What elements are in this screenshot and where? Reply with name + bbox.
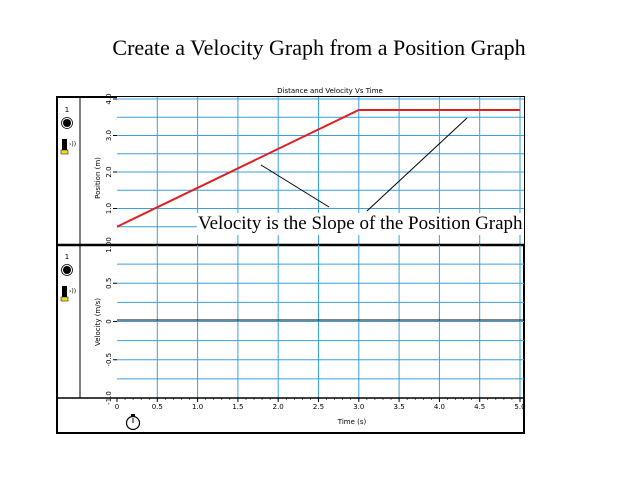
velocity-y-label: Velocity (m/s)	[94, 298, 102, 346]
x-tick-label: 1.0	[192, 403, 203, 411]
stopwatch-face	[125, 415, 141, 431]
sensor-led-2	[60, 296, 69, 302]
stopwatch-crown	[131, 414, 135, 416]
slope-annotation: Velocity is the Slope of the Position Gr…	[197, 213, 524, 235]
position-y-label: Position (m)	[94, 157, 102, 199]
position-y-tick-label: 1.0	[105, 203, 113, 214]
sensor-led	[60, 149, 69, 155]
x-tick-label: 4.0	[434, 403, 445, 411]
x-tick-label: 3.5	[394, 403, 405, 411]
velocity-y-tick-label: 0	[105, 319, 113, 323]
x-tick-label: 2.5	[313, 403, 324, 411]
sensor-waves-2: ›))	[69, 288, 76, 295]
velocity-panel: -1.0-0.500.51.00 Velocity (m/s) 1 ›))	[60, 237, 524, 405]
x-tick-label: 0	[115, 403, 119, 411]
position-y-tick-label: 4.0	[105, 93, 113, 104]
sensor-body	[62, 139, 67, 153]
sensor-body-2	[62, 286, 67, 300]
record-indicator-icon[interactable]	[63, 119, 71, 127]
x-tick-label: 3.0	[353, 403, 364, 411]
velocity-grid	[117, 245, 524, 398]
velocity-y-tick-label: 1.00	[105, 237, 113, 253]
record-indicator-icon-2[interactable]	[63, 266, 71, 274]
slide-title: Create a Velocity Graph from a Position …	[112, 35, 526, 60]
x-tick-label: 2.0	[273, 403, 284, 411]
record-indicator-ring-2	[61, 264, 73, 276]
velocity-y-tick-label: -0.5	[105, 353, 113, 367]
sensor-waves: ›))	[69, 141, 76, 148]
velocity-y-tick-label: 0.5	[105, 278, 113, 289]
x-tick-label: 0.5	[152, 403, 163, 411]
x-tick-label: 4.5	[474, 403, 485, 411]
stopwatch-icon[interactable]	[125, 414, 141, 431]
sensor-icon-2[interactable]: ›))	[60, 286, 76, 302]
position-y-ticks: 1.0 2.0 3.0 4.0	[105, 93, 117, 214]
sensor-icon[interactable]: ›))	[60, 139, 76, 155]
position-y-tick-label: 3.0	[105, 130, 113, 141]
x-tick-label: 1.5	[232, 403, 243, 411]
annotation-pointer-flat	[366, 117, 468, 212]
position-line	[116, 108, 520, 228]
position-panel: 1.0 2.0 3.0 4.0 Position (m) 1 ›))	[57, 93, 524, 247]
x-axis-label: Time (s)	[337, 418, 367, 426]
chart-title: Distance and Velocity Vs Time	[277, 87, 383, 95]
bottom-panel-number: 1	[65, 253, 69, 261]
top-panel-number: 1	[65, 106, 69, 114]
position-y-tick-label: 2.0	[105, 166, 113, 177]
x-ticks: 0 0.5 1.0 1.5 2.0 2.5 3.0 3.5 4.0 4.5 5.0	[115, 398, 526, 411]
x-tick-label: 5.0	[514, 403, 525, 411]
annotation-pointer-slope	[260, 164, 330, 208]
velocity-y-ticks: -1.0-0.500.51.00	[105, 237, 117, 405]
record-indicator-ring	[61, 117, 73, 129]
